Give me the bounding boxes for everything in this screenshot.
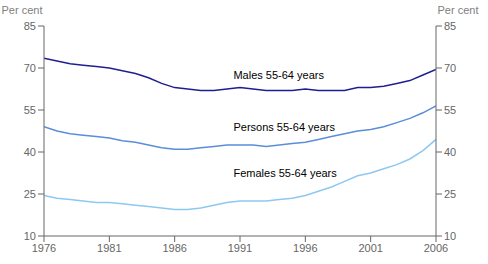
svg-text:10: 10 — [24, 230, 36, 242]
svg-text:55: 55 — [444, 104, 456, 116]
svg-text:10: 10 — [444, 230, 456, 242]
svg-text:25: 25 — [444, 188, 456, 200]
svg-text:Persons 55-64 years: Persons 55-64 years — [233, 121, 335, 133]
svg-text:85: 85 — [444, 20, 456, 32]
svg-text:Males 55-64 years: Males 55-64 years — [233, 69, 324, 81]
svg-text:Per cent: Per cent — [8, 4, 42, 16]
svg-text:1981: 1981 — [97, 242, 121, 254]
svg-text:40: 40 — [24, 146, 36, 158]
svg-text:1996: 1996 — [293, 242, 317, 254]
svg-text:1991: 1991 — [228, 242, 252, 254]
svg-text:40: 40 — [444, 146, 456, 158]
svg-text:Per cent: Per cent — [438, 4, 479, 16]
svg-text:2006: 2006 — [424, 242, 448, 254]
svg-text:70: 70 — [24, 62, 36, 74]
svg-text:1976: 1976 — [32, 242, 56, 254]
svg-text:55: 55 — [24, 104, 36, 116]
svg-text:1986: 1986 — [162, 242, 186, 254]
svg-text:25: 25 — [24, 188, 36, 200]
svg-text:85: 85 — [24, 20, 36, 32]
svg-text:Females 55-64 years: Females 55-64 years — [233, 167, 337, 179]
svg-text:2001: 2001 — [358, 242, 382, 254]
svg-text:70: 70 — [444, 62, 456, 74]
